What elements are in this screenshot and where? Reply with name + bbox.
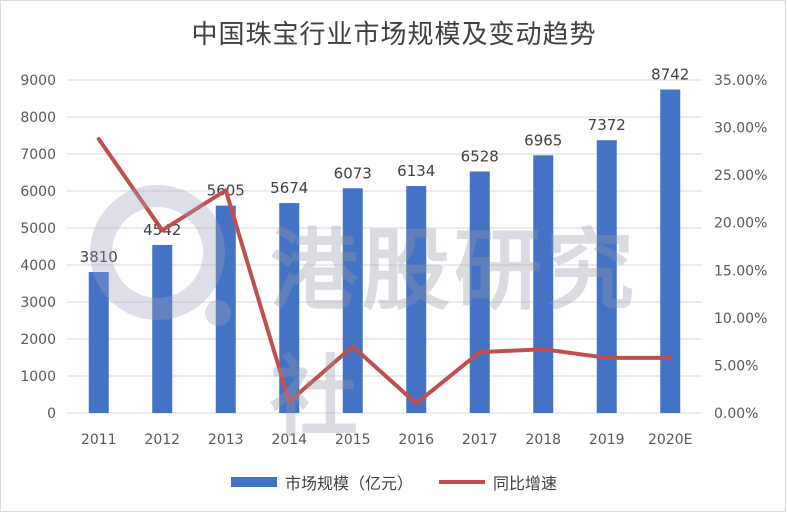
x-tick-label: 2018 bbox=[525, 432, 561, 448]
x-tick-label: 2013 bbox=[208, 432, 244, 448]
y-left-tick-label: 4000 bbox=[20, 258, 56, 274]
x-tick-label: 2019 bbox=[589, 432, 625, 448]
legend-swatch-line bbox=[439, 480, 485, 484]
bar bbox=[279, 203, 300, 413]
y-right-tick-label: 35.00% bbox=[714, 73, 767, 89]
y-left-tick-label: 1000 bbox=[20, 369, 56, 385]
bar-data-label: 5674 bbox=[270, 179, 308, 197]
legend: 市场规模（亿元） 同比增速 bbox=[0, 470, 788, 494]
y-left-tick-label: 7000 bbox=[20, 147, 56, 163]
legend-label-line: 同比增速 bbox=[493, 474, 558, 493]
x-tick-label: 2016 bbox=[398, 432, 434, 448]
y-right-tick-label: 10.00% bbox=[714, 311, 767, 327]
legend-label-bar: 市场规模（亿元） bbox=[284, 474, 413, 493]
y-left-tick-label: 8000 bbox=[20, 110, 56, 126]
bar-data-label: 3810 bbox=[80, 248, 118, 266]
bar-data-label: 7372 bbox=[588, 116, 626, 134]
bar-data-label: 8742 bbox=[651, 66, 689, 84]
bar bbox=[533, 155, 554, 414]
chart-title: 中国珠宝行业市场规模及变动趋势 bbox=[191, 20, 597, 50]
x-tick-label: 2015 bbox=[335, 432, 371, 448]
y-left-tick-label: 5000 bbox=[20, 221, 56, 237]
bar-data-label: 6528 bbox=[461, 147, 499, 165]
growth-line bbox=[96, 136, 673, 406]
bar bbox=[215, 205, 236, 413]
legend-item-bar: 市场规模（亿元） bbox=[230, 470, 413, 494]
y-left-tick-label: 6000 bbox=[20, 184, 56, 200]
y-left-tick-label: 3000 bbox=[20, 295, 56, 311]
x-tick-label: 2017 bbox=[462, 432, 498, 448]
bar-data-label: 6073 bbox=[334, 164, 372, 182]
legend-swatch-bar bbox=[230, 477, 277, 487]
y-right-tick-label: 25.00% bbox=[714, 168, 767, 184]
bar-data-label: 6965 bbox=[524, 131, 562, 149]
bar bbox=[152, 244, 173, 413]
y-right-tick-label: 20.00% bbox=[714, 216, 767, 232]
bar bbox=[469, 171, 490, 413]
y-left-tick-label: 0 bbox=[47, 406, 56, 422]
y-right-tick-label: 5.00% bbox=[714, 358, 758, 374]
x-tick-label: 2020E bbox=[648, 432, 692, 448]
bar bbox=[596, 140, 617, 413]
bar bbox=[342, 188, 363, 413]
bar bbox=[406, 186, 427, 413]
x-tick-label: 2011 bbox=[81, 432, 117, 448]
legend-item-line: 同比增速 bbox=[439, 470, 557, 494]
bar-data-label: 6134 bbox=[397, 162, 435, 180]
y-right-tick-label: 0.00% bbox=[714, 406, 758, 422]
y-right-tick-label: 30.00% bbox=[714, 121, 767, 137]
bar bbox=[660, 89, 681, 414]
x-tick-label: 2012 bbox=[144, 432, 180, 448]
y-left-tick-label: 9000 bbox=[20, 73, 56, 89]
y-left-tick-label: 2000 bbox=[20, 332, 56, 348]
y-right-tick-label: 15.00% bbox=[714, 263, 767, 279]
x-tick-label: 2014 bbox=[271, 432, 307, 448]
bar bbox=[88, 272, 109, 413]
